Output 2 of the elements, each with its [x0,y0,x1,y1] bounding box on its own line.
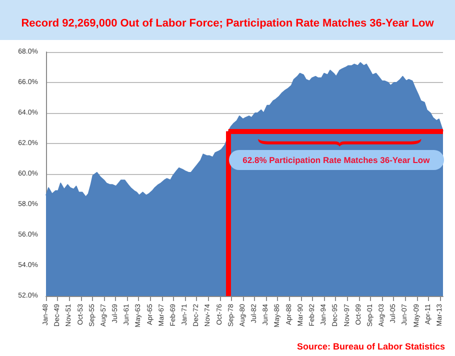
chart-title: Record 92,269,000 Out of Labor Force; Participation Rate Matches 36-Year Low [21,18,434,30]
source-note: Source: Bureau of Labor Statistics [296,342,445,352]
